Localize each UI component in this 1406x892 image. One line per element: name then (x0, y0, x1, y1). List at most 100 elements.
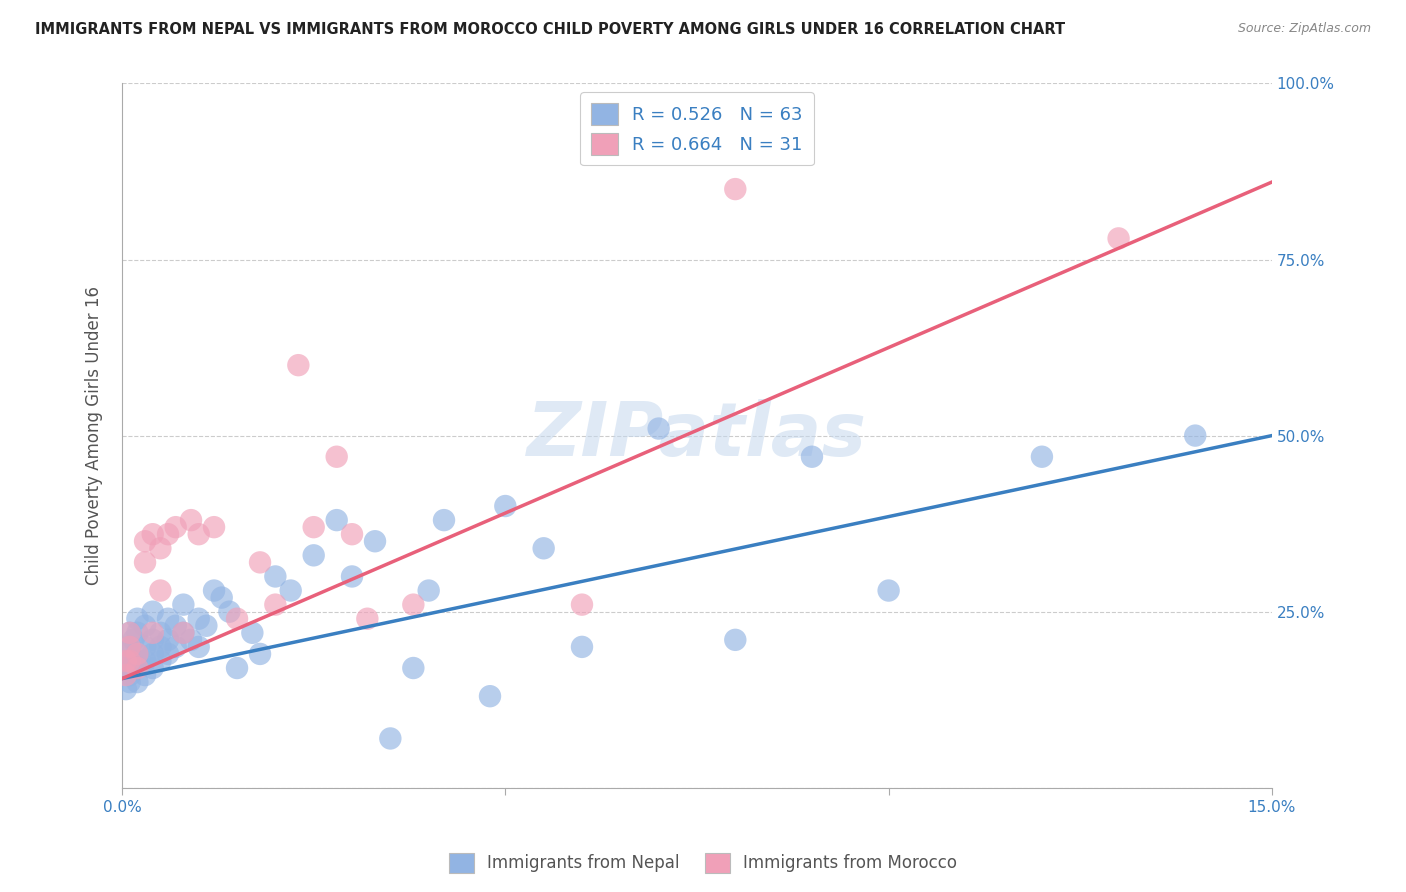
Point (149, 654, 172, 668)
Point (356, 612, 378, 626)
Point (226, 612, 249, 626)
Point (142, 647, 165, 661)
Point (118, 625, 141, 640)
Point (157, 632, 180, 647)
Point (211, 591, 233, 605)
Point (118, 625, 141, 640)
Point (202, 520, 225, 534)
Point (149, 583, 172, 598)
Point (115, 647, 138, 661)
Point (134, 555, 156, 569)
Point (142, 527, 165, 541)
Legend: R = 0.526   N = 63, R = 0.664   N = 31: R = 0.526 N = 63, R = 0.664 N = 31 (581, 93, 814, 165)
Point (115, 661, 138, 675)
Point (118, 654, 141, 668)
Point (127, 654, 149, 668)
Point (127, 647, 149, 661)
Y-axis label: Child Poverty Among Girls Under 16: Child Poverty Among Girls Under 16 (86, 286, 103, 585)
Point (134, 534, 156, 549)
Point (249, 647, 271, 661)
Point (1108, 231, 1130, 245)
Point (195, 619, 218, 633)
Point (142, 605, 165, 619)
Point (240, 625, 263, 640)
Point (364, 534, 387, 549)
Point (142, 632, 165, 647)
Point (380, 731, 402, 746)
Point (165, 640, 187, 654)
Point (1031, 450, 1053, 464)
Point (122, 661, 145, 675)
Point (340, 527, 363, 541)
Point (172, 625, 194, 640)
Point (1184, 428, 1206, 442)
Point (118, 640, 141, 654)
Point (172, 625, 194, 640)
Point (533, 541, 555, 556)
Text: IMMIGRANTS FROM NEPAL VS IMMIGRANTS FROM MOROCCO CHILD POVERTY AMONG GIRLS UNDER: IMMIGRANTS FROM NEPAL VS IMMIGRANTS FROM… (35, 22, 1066, 37)
Point (122, 632, 145, 647)
Point (402, 598, 425, 612)
Point (134, 640, 156, 654)
Legend: Immigrants from Nepal, Immigrants from Morocco: Immigrants from Nepal, Immigrants from M… (443, 847, 963, 880)
Point (149, 625, 172, 640)
Point (264, 569, 287, 583)
Point (115, 654, 138, 668)
Point (118, 668, 141, 682)
Point (115, 668, 138, 682)
Point (187, 527, 209, 541)
Point (340, 569, 363, 583)
Point (142, 625, 165, 640)
Point (134, 619, 156, 633)
Point (202, 583, 225, 598)
Point (280, 583, 302, 598)
Point (647, 421, 669, 435)
Point (127, 625, 149, 640)
Point (571, 598, 593, 612)
Point (165, 520, 187, 534)
Point (479, 689, 502, 703)
Point (157, 612, 180, 626)
Point (149, 640, 172, 654)
Point (724, 182, 747, 196)
Point (165, 619, 187, 633)
Point (134, 654, 156, 668)
Point (494, 499, 516, 513)
Point (127, 675, 149, 690)
Text: ZIPatlas: ZIPatlas (527, 399, 868, 472)
Point (226, 661, 249, 675)
Point (325, 513, 347, 527)
Point (118, 675, 141, 690)
Point (149, 541, 172, 556)
Text: Source: ZipAtlas.com: Source: ZipAtlas.com (1237, 22, 1371, 36)
Point (302, 549, 325, 563)
Point (118, 640, 141, 654)
Point (402, 661, 425, 675)
Point (180, 513, 202, 527)
Point (115, 682, 138, 697)
Point (264, 598, 287, 612)
Point (127, 647, 149, 661)
Point (418, 583, 440, 598)
Point (800, 450, 823, 464)
Point (571, 640, 593, 654)
Point (118, 654, 141, 668)
Point (287, 358, 309, 372)
Point (724, 632, 747, 647)
Point (172, 598, 194, 612)
Point (127, 661, 149, 675)
Point (433, 513, 456, 527)
Point (157, 647, 180, 661)
Point (325, 450, 347, 464)
Point (302, 520, 325, 534)
Point (157, 527, 180, 541)
Point (877, 583, 900, 598)
Point (218, 605, 240, 619)
Point (127, 612, 149, 626)
Point (249, 555, 271, 569)
Point (187, 612, 209, 626)
Point (187, 640, 209, 654)
Point (134, 668, 156, 682)
Point (142, 661, 165, 675)
Point (180, 632, 202, 647)
